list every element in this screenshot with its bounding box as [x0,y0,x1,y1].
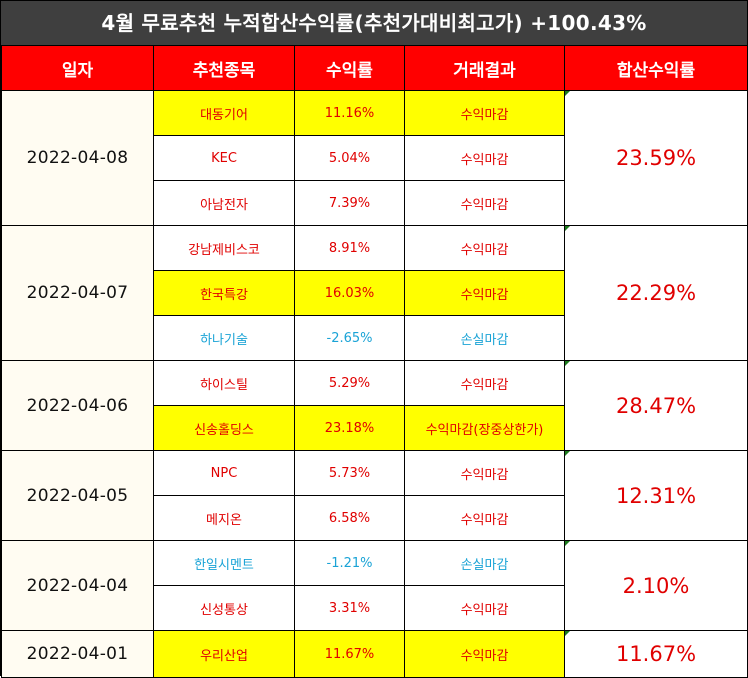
result-cell: 손실마감 [404,315,565,361]
result-cell: 수익마감 [404,90,565,136]
header-stock: 추천종목 [153,45,295,91]
rate-cell: 5.73% [294,450,405,496]
stock-cell: KEC [153,135,295,181]
table-row: 신성통상 3.31% 수익마감 [2,585,748,631]
total-value: 23.59% [615,146,697,170]
comment-marker-icon [565,541,570,546]
stock-cell: 하이스틸 [153,360,295,406]
table-row: 신송홀딩스 23.18% 수익마감(장중상한가) [2,405,748,451]
stock-cell: 우리산업 [153,630,295,678]
table-row: 한국특강 16.03% 수익마감 [2,270,748,316]
rate-cell: 11.67% [294,630,405,678]
total-value: 22.29% [615,281,697,305]
stock-cell: 대동기어 [153,90,295,136]
total-cell: 2.10% [564,540,748,631]
date-cell: 2022-04-01 [1,630,154,678]
total-cell: 23.59% [564,90,748,226]
comment-marker-icon [565,226,570,231]
result-cell: 수익마감 [404,180,565,226]
header-date: 일자 [1,45,154,91]
result-cell: 수익마감 [404,450,565,496]
returns-table: 일자 추천종목 수익률 거래결과 합산수익률 2022-04-08 대동기어 11.… [1,45,748,678]
comment-marker-icon [565,631,570,636]
date-cell: 2022-04-04 [1,540,154,631]
result-cell: 수익마감 [404,630,565,678]
date-cell: 2022-04-05 [1,450,154,541]
total-cell: 12.31% [564,450,748,541]
table-row: 하나기술 -2.65% 손실마감 [2,315,748,361]
table-row: 2022-04-07 강남제비스코 8.91% 수익마감 22.29% [1,225,748,361]
comment-marker-icon [565,451,570,456]
rate-cell: 5.04% [294,135,405,181]
header-row: 일자 추천종목 수익률 거래결과 합산수익률 [1,45,748,91]
rate-cell: 6.58% [294,495,405,541]
rate-cell: 3.31% [294,585,405,631]
comment-marker-icon [565,361,570,366]
table-row: KEC 5.04% 수익마감 [2,135,748,181]
result-cell: 수익마감 [404,225,565,271]
rate-cell: -2.65% [294,315,405,361]
rate-cell: 5.29% [294,360,405,406]
stock-cell: 신송홀딩스 [153,405,295,451]
result-cell: 수익마감(장중상한가) [404,405,565,451]
total-cell: 11.67% [564,630,748,678]
rate-cell: -1.21% [294,540,405,586]
sheet-title: 4월 무료추천 누적합산수익률(추천가대비최고가) +100.43% [1,1,747,45]
total-value: 12.31% [615,483,697,508]
result-cell: 수익마감 [404,270,565,316]
header-total: 합산수익률 [564,45,748,91]
stock-cell: 아남전자 [153,180,295,226]
total-value: 28.47% [615,393,697,418]
stock-cell: 신성통상 [153,585,295,631]
header-rate: 수익률 [294,45,405,91]
stock-cell: 하나기술 [153,315,295,361]
rate-cell: 23.18% [294,405,405,451]
table-row: 아남전자 7.39% 수익마감 [2,180,748,226]
rate-cell: 16.03% [294,270,405,316]
total-cell: 22.29% [564,225,748,361]
date-cell: 2022-04-06 [1,360,154,451]
table-row: 2022-04-08 대동기어 11.16% 수익마감 23.59% [1,90,748,226]
rate-cell: 8.91% [294,225,405,271]
result-cell: 수익마감 [404,495,565,541]
stock-cell: 한일시멘트 [153,540,295,586]
table-row: 2022-04-01 우리산업 11.67% 수익마감 11.67% [1,630,748,678]
total-value: 11.67% [615,642,697,666]
table-row: 메지온 6.58% 수익마감 [2,495,748,541]
result-cell: 수익마감 [404,585,565,631]
header-result: 거래결과 [404,45,565,91]
stock-cell: NPC [153,450,295,496]
result-cell: 수익마감 [404,135,565,181]
table-row: 2022-04-06 하이스틸 5.29% 수익마감 28.47% [1,360,748,451]
total-value: 2.10% [622,573,690,598]
stock-cell: 한국특강 [153,270,295,316]
comment-marker-icon [565,91,570,96]
result-cell: 손실마감 [404,540,565,586]
total-cell: 28.47% [564,360,748,451]
stock-cell: 메지온 [153,495,295,541]
table-row: 2022-04-05 NPC 5.73% 수익마감 12.31% [1,450,748,541]
table-row: 2022-04-04 한일시멘트 -1.21% 손실마감 2.10% [1,540,748,631]
result-cell: 수익마감 [404,360,565,406]
rate-cell: 11.16% [294,90,405,136]
date-cell: 2022-04-08 [1,90,154,226]
rate-cell: 7.39% [294,180,405,226]
stock-cell: 강남제비스코 [153,225,295,271]
date-cell: 2022-04-07 [1,225,154,361]
